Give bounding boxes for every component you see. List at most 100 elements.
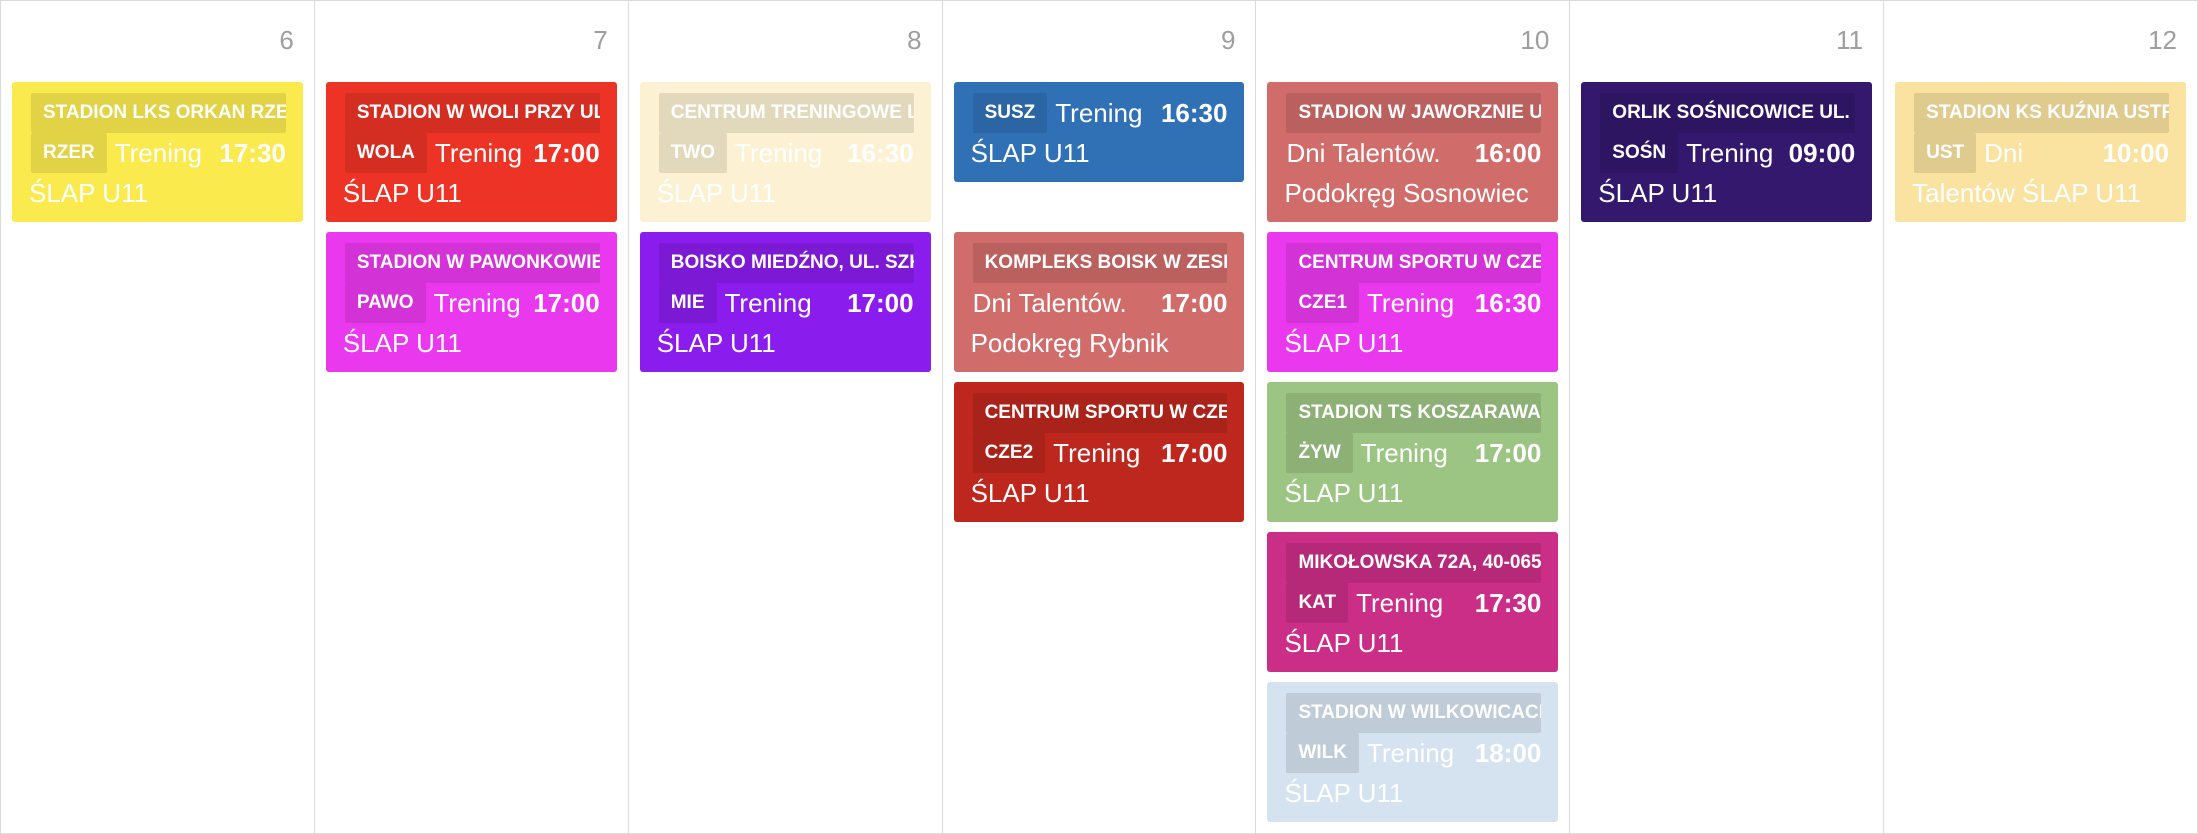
event-list: CENTRUM TRENINGOWE L TWO Trening 16:30 ŚLAP … (639, 82, 931, 382)
event-team: ŚLAP U11 (342, 178, 462, 208)
event-summary-row: PAWO Trening 17:00 (343, 283, 600, 323)
event-list: STADION KS KUŹNIA USTR UST Dni 10:00 Talentó… (1895, 82, 2187, 232)
event-type: Dni Talentów. (972, 288, 1127, 318)
event-list: SUSZ Trening 16:30 ŚLAP U11 KOMPLEKS BOISK W… (953, 82, 1245, 532)
event-type: Dni (1984, 138, 2024, 168)
event-summary-row: UST Dni 10:00 (1912, 133, 2169, 173)
event-type: Trening (1053, 438, 1141, 468)
event-location-code: ŻYW (1286, 433, 1353, 473)
event-location-code: MIE (658, 283, 717, 323)
event-card[interactable]: CENTRUM TRENINGOWE L TWO Trening 16:30 ŚLAP … (639, 82, 931, 222)
event-summary-row: MIE Trening 17:00 (657, 283, 914, 323)
event-time: 17:00 (533, 138, 600, 168)
event-card[interactable]: STADION W PAWONKOWIE PAWO Trening 17:00 ŚLAP… (325, 232, 617, 372)
day-column[interactable]: 10 STADION W JAWORZNIE U Dni Talentów. 16:0… (1256, 1, 1571, 833)
day-number[interactable]: 8 (907, 25, 922, 55)
event-summary-row: RZER Trening 17:30 (29, 133, 286, 173)
event-time: 17:00 (1474, 438, 1542, 468)
event-team: ŚLAP U11 (1598, 178, 1718, 208)
event-venue: STADION W PAWONKOWIE (344, 243, 600, 283)
event-venue: STADION KS KUŹNIA USTR (1914, 93, 2170, 133)
event-card[interactable]: STADION W WOLI PRZY UL WOLA Trening 17:00 ŚL… (325, 82, 617, 222)
day-column[interactable]: 12 STADION KS KUŹNIA USTR UST Dni 10:00 Talen… (1884, 1, 2197, 833)
event-list: ORLIK SOŚNICOWICE UL. F SOŚN Trening 09:00 Ś… (1581, 82, 1873, 232)
event-summary-row: WOLA Trening 17:00 (343, 133, 600, 173)
event-time: 17:30 (1474, 588, 1542, 618)
day-column[interactable]: 8 CENTRUM TRENINGOWE L TWO Trening 16:30 ŚLAP… (629, 1, 943, 833)
event-type: Trening (433, 288, 521, 318)
event-list: STADION LKS ORKAN RZEI RZER Trening 17:30 ŚL… (12, 82, 303, 232)
event-card[interactable]: STADION W WILKOWICACH WILK Trening 18:00 ŚLA… (1267, 682, 1559, 822)
event-location-code: WILK (1286, 733, 1359, 773)
day-number[interactable]: 12 (2148, 25, 2178, 55)
event-venue: STADION W WOLI PRZY UL (344, 93, 600, 133)
event-summary-row: Dni Talentów. 17:00 (971, 283, 1228, 323)
event-location-code: SUSZ (972, 93, 1048, 133)
event-card[interactable]: STADION KS KUŹNIA USTR UST Dni 10:00 Talentó… (1895, 82, 2187, 222)
event-venue: KOMPLEKS BOISK W ZESP (972, 243, 1228, 283)
event-summary-row: Dni Talentów. 16:00 (1284, 133, 1541, 173)
event-summary-row: CZE1 Trening 16:30 (1284, 283, 1541, 323)
event-type: Dni Talentów. (1286, 138, 1441, 168)
event-list: STADION W WOLI PRZY UL WOLA Trening 17:00 ŚL… (325, 82, 617, 382)
event-team: Talentów ŚLAP U11 (1912, 178, 2142, 208)
event-list: STADION W JAWORZNIE U Dni Talentów. 16:00 P… (1267, 82, 1559, 832)
event-time: 16:30 (847, 138, 914, 168)
event-summary-row: SUSZ Trening 16:30 (971, 93, 1227, 133)
event-summary-row: SOŚN Trening 09:00 (1598, 133, 1855, 173)
event-location-code: UST (1914, 133, 1977, 173)
day-number[interactable]: 10 (1520, 25, 1550, 55)
event-summary-row: CZE2 Trening 17:00 (971, 433, 1228, 473)
event-time: 17:00 (1160, 438, 1228, 468)
event-location-code: SOŚN (1600, 133, 1679, 173)
event-venue: STADION TS KOSZARAWA (1286, 393, 1542, 433)
event-card[interactable]: CENTRUM SPORTU W CZEI CZE2 Trening 17:00 ŚLA… (953, 382, 1245, 522)
event-venue: CENTRUM SPORTU W CZEI (1286, 243, 1542, 283)
event-type: Trening (1686, 138, 1774, 168)
event-type: Trening (1055, 98, 1143, 128)
event-time: 18:00 (1474, 738, 1542, 768)
event-card[interactable]: ORLIK SOŚNICOWICE UL. F SOŚN Trening 09:00 Ś… (1581, 82, 1873, 222)
event-summary-row: TWO Trening 16:30 (657, 133, 914, 173)
event-team: ŚLAP U11 (1284, 778, 1404, 808)
event-venue: CENTRUM SPORTU W CZEI (972, 393, 1228, 433)
day-number[interactable]: 9 (1220, 25, 1236, 55)
event-card[interactable]: STADION TS KOSZARAWA ŻYW Trening 17:00 ŚLAP … (1267, 382, 1559, 522)
event-team: ŚLAP U11 (970, 478, 1090, 508)
event-team: ŚLAP U11 (1284, 478, 1404, 508)
event-time: 10:00 (2102, 138, 2170, 168)
day-column[interactable]: 11 ORLIK SOŚNICOWICE UL. F SOŚN Trening 09:0… (1570, 1, 1885, 833)
event-location-code: KAT (1286, 583, 1349, 623)
event-team: ŚLAP U11 (342, 328, 462, 358)
event-card[interactable]: MIKOŁOWSKA 72A, 40-065 KAT Trening 17:30 ŚLA… (1267, 532, 1559, 672)
event-team: ŚLAP U11 (29, 178, 149, 208)
event-venue: MIKOŁOWSKA 72A, 40-065 (1286, 543, 1542, 583)
event-time: 16:30 (1474, 288, 1542, 318)
event-card[interactable]: STADION LKS ORKAN RZEI RZER Trening 17:30 ŚL… (12, 82, 303, 222)
event-team: ŚLAP U11 (970, 138, 1090, 168)
event-type: Trening (434, 138, 523, 168)
event-location-code: CZE1 (1286, 283, 1360, 323)
event-team: Podokręg Sosnowiec (1284, 178, 1529, 208)
event-card[interactable]: CENTRUM SPORTU W CZEI CZE1 Trening 16:30 ŚLA… (1267, 232, 1559, 372)
event-venue: BOISKO MIEDŹNO, UL. SZK (658, 243, 914, 283)
event-summary-row: WILK Trening 18:00 (1284, 733, 1541, 773)
event-location-code: WOLA (344, 133, 427, 173)
event-type: Trening (1360, 438, 1448, 468)
day-number[interactable]: 6 (279, 25, 294, 55)
day-column[interactable]: 6 STADION LKS ORKAN RZEI RZER Trening 17:30 Ś… (1, 1, 315, 833)
day-column[interactable]: 9 SUSZ Trening 16:30 ŚLAP U11 KOMPLEKS BOISK … (943, 1, 1257, 833)
event-card[interactable]: BOISKO MIEDŹNO, UL. SZK MIE Trening 17:00 ŚL… (639, 232, 931, 372)
event-type: Trening (1356, 588, 1444, 618)
event-type: Trening (1367, 288, 1455, 318)
day-column[interactable]: 7 STADION W WOLI PRZY UL WOLA Trening 17:00 Ś… (315, 1, 629, 833)
event-location-code: PAWO (344, 283, 426, 323)
event-time: 17:00 (847, 288, 914, 318)
day-number[interactable]: 7 (593, 25, 608, 55)
event-card[interactable]: STADION W JAWORZNIE U Dni Talentów. 16:00 P… (1267, 82, 1559, 222)
event-summary-row: KAT Trening 17:30 (1284, 583, 1541, 623)
event-card[interactable]: SUSZ Trening 16:30 ŚLAP U11 (953, 82, 1245, 182)
day-number[interactable]: 11 (1836, 25, 1864, 55)
event-card[interactable]: KOMPLEKS BOISK W ZESP Dni Talentów. 17:00 P… (953, 232, 1245, 372)
